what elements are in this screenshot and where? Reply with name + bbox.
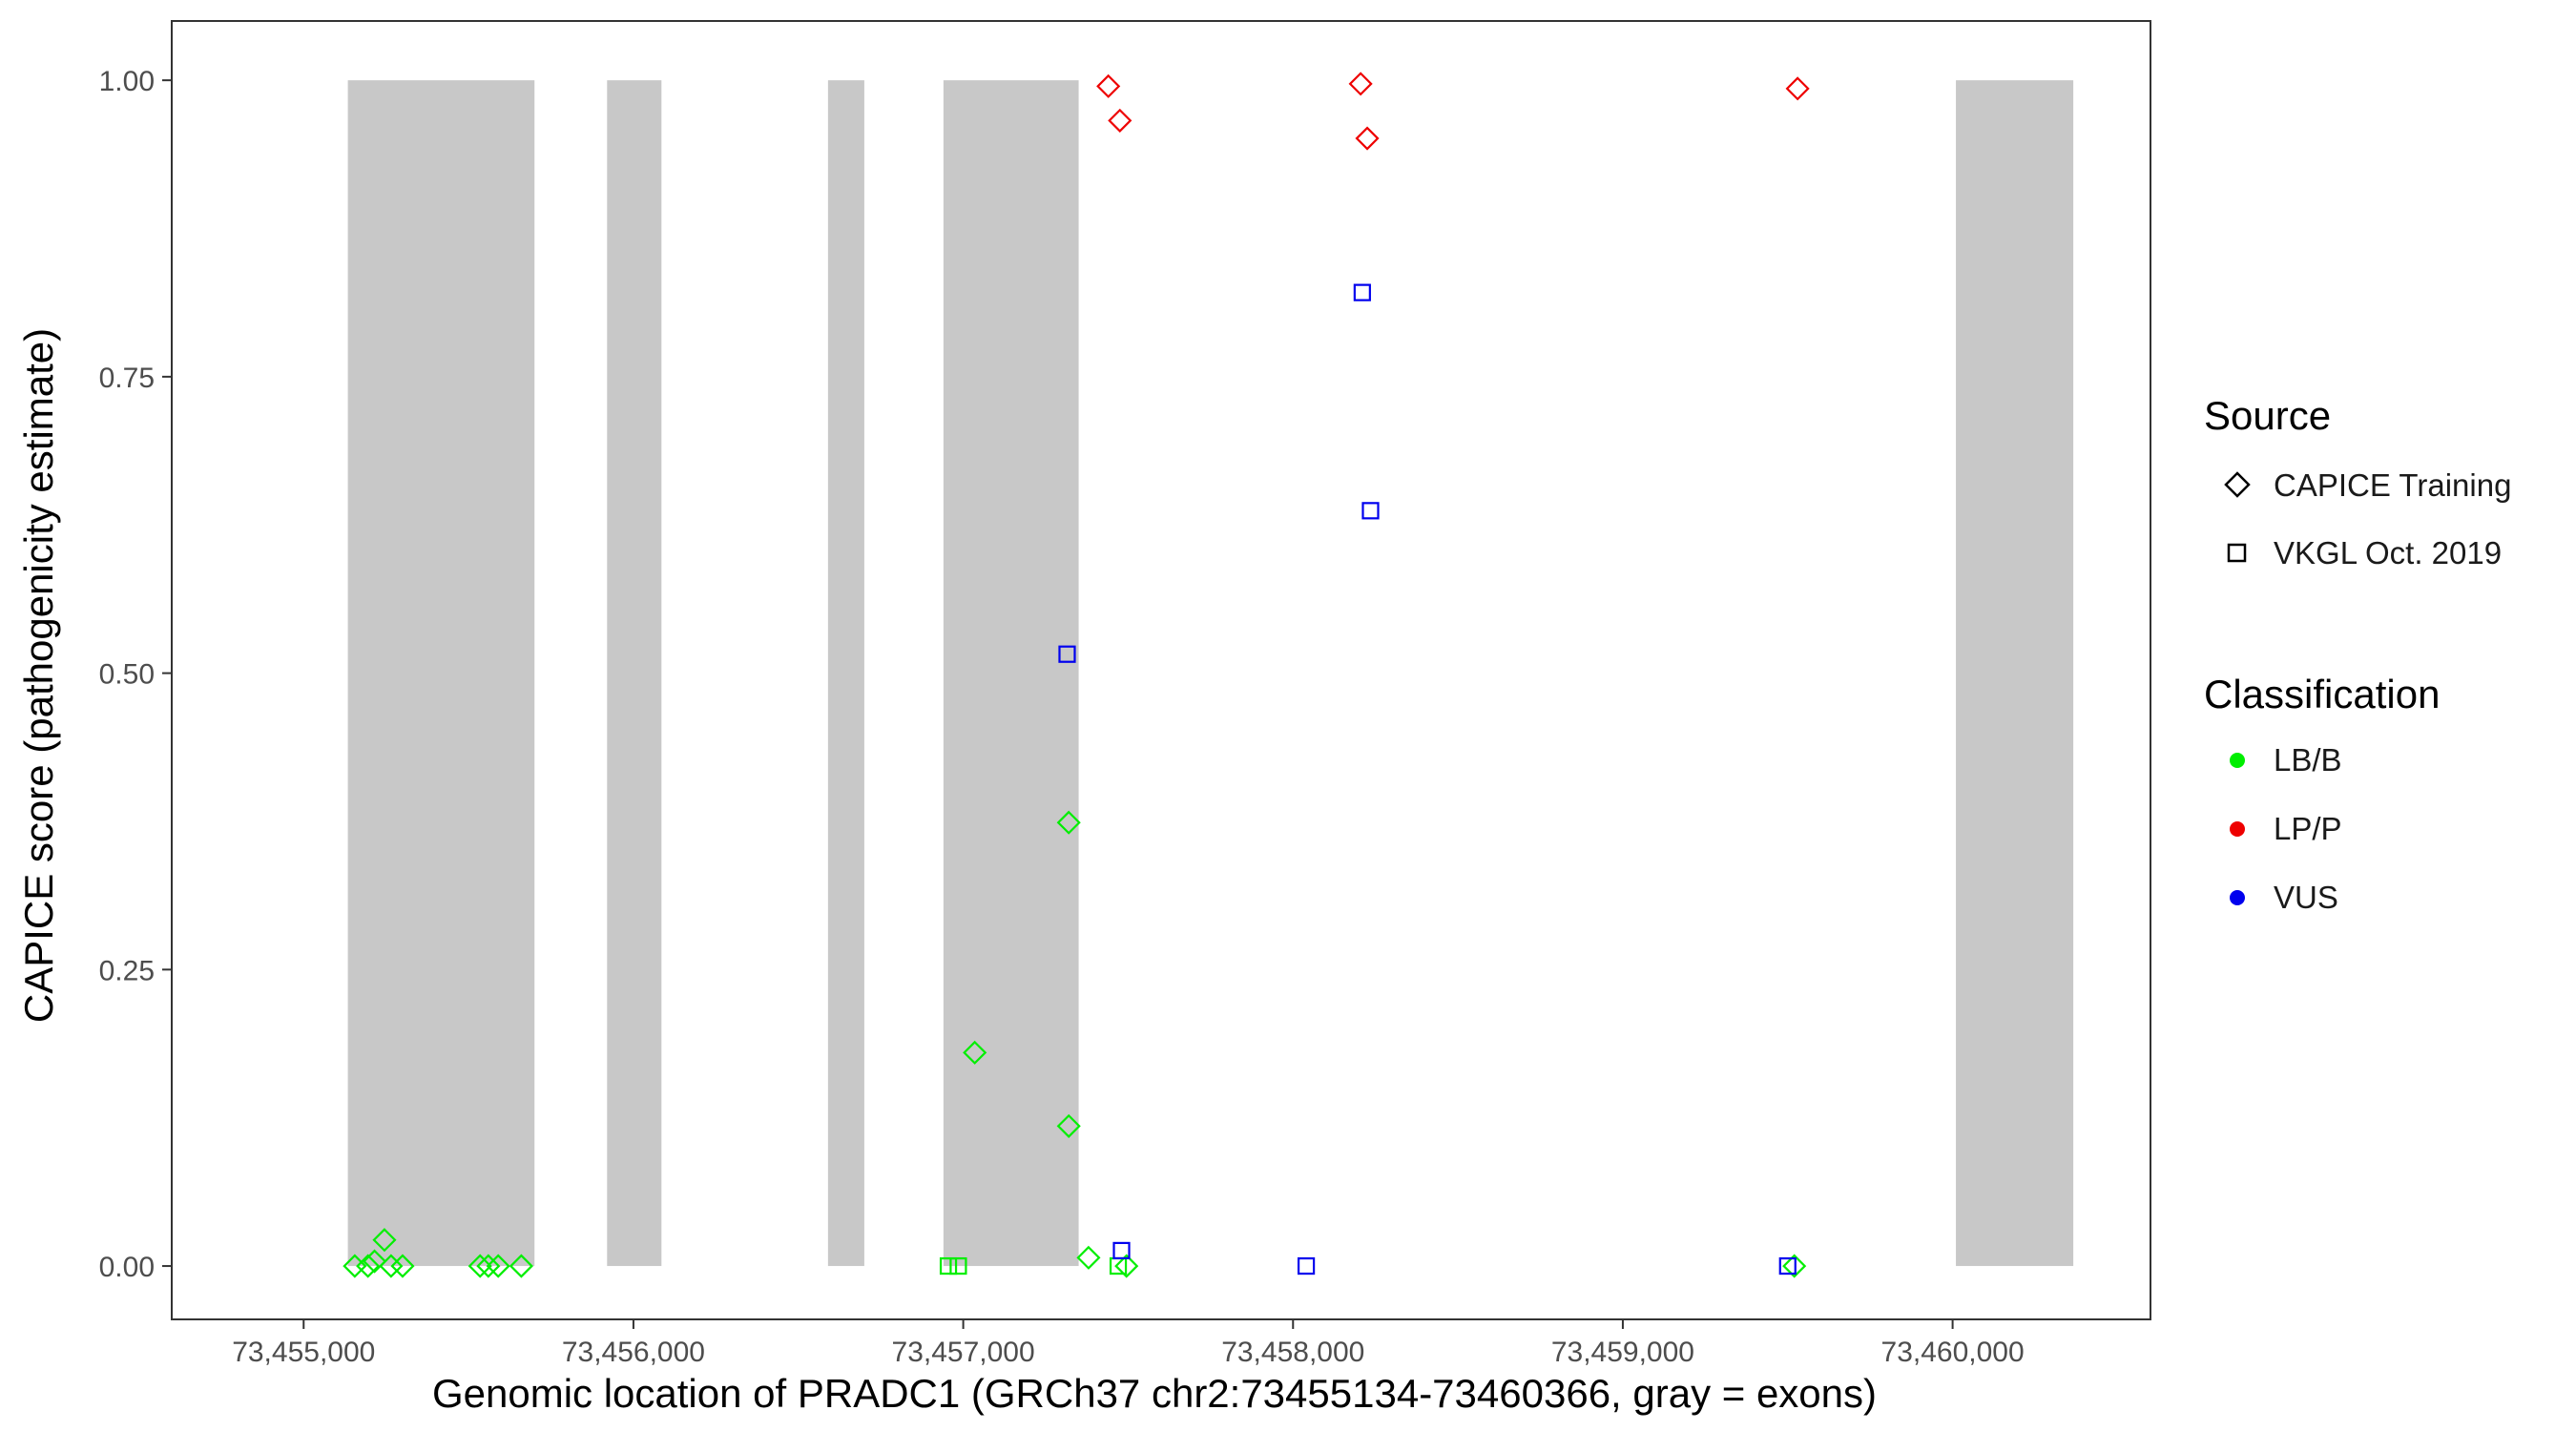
green-dot-icon <box>2230 753 2245 768</box>
x-tick-label: 73,457,000 <box>892 1337 1035 1368</box>
legend-item-lpp: LP/P <box>2230 811 2342 846</box>
x-tick-label: 73,458,000 <box>1221 1337 1364 1368</box>
diamond-icon <box>2224 471 2251 498</box>
blue-dot-icon <box>2230 890 2245 905</box>
legend-item-vkgl: VKGL Oct. 2019 <box>2227 535 2502 570</box>
y-tick-label: 0.50 <box>99 659 155 691</box>
data-point-square <box>1058 645 1076 663</box>
data-point-square <box>939 1256 958 1275</box>
legend-source-title: Source <box>2204 393 2331 438</box>
legend-item-lbb: LB/B <box>2230 742 2342 778</box>
data-point-square <box>1112 1241 1131 1260</box>
data-point-diamond <box>1056 810 1081 835</box>
x-axis-title: Genomic location of PRADC1 (GRCh37 chr2:… <box>432 1371 1877 1416</box>
legend-item-vus: VUS <box>2230 880 2338 915</box>
y-tick-label: 0.00 <box>99 1252 155 1283</box>
legend-label-vus: VUS <box>2274 880 2338 915</box>
red-dot-icon <box>2230 821 2245 837</box>
y-tick-label: 0.25 <box>99 955 155 986</box>
legend-item-capice-training: CAPICE Training <box>2224 467 2511 503</box>
exon-band <box>1956 80 2074 1267</box>
x-tick-label: 73,459,000 <box>1551 1337 1694 1368</box>
data-point-diamond <box>363 1249 387 1274</box>
data-point-diamond <box>486 1254 510 1278</box>
data-point-diamond <box>1114 1254 1139 1278</box>
legend-label-capice-training: CAPICE Training <box>2274 467 2511 503</box>
x-axis: 73,455,000 73,456,000 73,457,000 73,458,000… <box>232 1319 2025 1368</box>
data-point-diamond <box>1782 1254 1807 1278</box>
point-layer <box>343 72 1810 1278</box>
exon-band <box>827 80 864 1267</box>
y-tick-label: 1.00 <box>99 66 155 97</box>
legend-label-lbb: LB/B <box>2274 742 2342 778</box>
data-point-diamond <box>1056 1113 1081 1138</box>
data-point-square <box>1353 283 1371 301</box>
data-point-square <box>1361 502 1380 520</box>
data-point-diamond <box>390 1254 415 1278</box>
data-point-diamond <box>1355 126 1380 151</box>
data-point-diamond <box>963 1040 987 1065</box>
exon-band <box>607 80 662 1267</box>
data-point-diamond <box>1096 73 1121 98</box>
data-point-diamond <box>1785 76 1810 101</box>
y-axis: 0.00 0.25 0.50 0.75 1.00 <box>99 66 172 1283</box>
data-point-diamond <box>379 1254 404 1278</box>
y-axis-title: CAPICE score (pathogenicity estimate) <box>16 328 61 1023</box>
square-icon <box>2227 543 2247 563</box>
exon-layer <box>347 80 2074 1267</box>
data-point-diamond <box>1348 72 1373 96</box>
data-point-square <box>1778 1256 1797 1275</box>
x-tick-label: 73,456,000 <box>562 1337 705 1368</box>
data-point-square <box>949 1256 967 1275</box>
exon-band <box>347 80 535 1267</box>
data-point-square <box>1297 1256 1316 1275</box>
data-point-diamond <box>372 1228 397 1253</box>
data-point-diamond <box>1108 108 1132 133</box>
data-point-diamond <box>1076 1245 1101 1270</box>
x-tick-label: 73,455,000 <box>232 1337 375 1368</box>
legend-label-lpp: LP/P <box>2274 811 2342 846</box>
y-tick-label: 0.75 <box>99 363 155 394</box>
legend-label-vkgl: VKGL Oct. 2019 <box>2274 535 2502 570</box>
x-tick-label: 73,460,000 <box>1881 1337 2025 1368</box>
legend-classification-title: Classification <box>2204 672 2440 716</box>
legend: Source CAPICE Training VKGL Oct. 2019 Cl… <box>2204 393 2511 915</box>
exon-band <box>943 80 1079 1267</box>
data-point-diamond <box>356 1254 381 1278</box>
data-point-diamond <box>467 1254 492 1278</box>
panel-border <box>171 20 2151 1320</box>
data-point-diamond <box>476 1254 501 1278</box>
data-point-diamond <box>509 1254 533 1278</box>
